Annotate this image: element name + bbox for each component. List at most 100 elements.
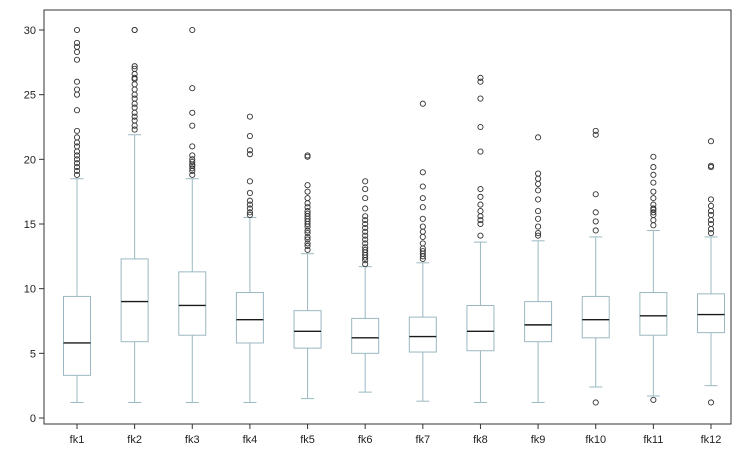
- outlier-point: [131, 95, 138, 102]
- outlier-point: [131, 86, 138, 93]
- outlier-point: [189, 156, 196, 163]
- x-tick-label-fk1: fk1: [70, 434, 85, 446]
- outlier-point: [246, 147, 253, 154]
- outlier-point: [419, 195, 426, 202]
- outlier-point: [650, 201, 657, 208]
- outlier-point: [707, 220, 715, 228]
- outlier-point: [535, 208, 542, 215]
- outlier-point: [189, 85, 196, 92]
- outlier-point: [131, 117, 138, 124]
- outlier-point: [304, 200, 311, 207]
- outlier-point: [477, 232, 484, 239]
- x-axis: fk1 fk2 fk3 fk4 fk5 fk6 fk7 fk8 fk9 fk10 fk11 fk12: [70, 424, 722, 446]
- box-iqr: [581, 295, 610, 339]
- outlier-point: [419, 100, 426, 107]
- outlier-point: [304, 230, 311, 237]
- outlier-point: [131, 26, 138, 34]
- x-tick-label-fk7: fk7: [415, 434, 430, 446]
- box-fk7: [408, 100, 437, 402]
- outlier-point: [304, 240, 311, 247]
- outlier-point: [73, 86, 81, 93]
- outlier-point: [131, 91, 138, 98]
- plot-frame: [43, 9, 732, 425]
- outlier-point: [362, 228, 369, 235]
- outlier-point: [477, 220, 484, 228]
- outlier-point: [535, 232, 542, 239]
- outlier-point: [592, 209, 599, 216]
- x-tick-label-fk10: fk10: [585, 434, 606, 446]
- outlier-point: [362, 220, 369, 228]
- outlier-point: [362, 261, 369, 268]
- outlier-point: [73, 43, 81, 50]
- outlier-point: [535, 187, 542, 194]
- outlier-point: [535, 134, 542, 141]
- outlier-point: [419, 248, 426, 255]
- outlier-point: [246, 189, 253, 197]
- outlier-point: [362, 217, 369, 224]
- outlier-point: [477, 186, 484, 193]
- box-series: [63, 26, 725, 406]
- outlier-point: [131, 126, 138, 133]
- outlier-point: [535, 223, 542, 230]
- x-tick-label-fk6: fk6: [358, 434, 373, 446]
- outlier-point: [131, 65, 138, 72]
- outlier-point: [73, 148, 81, 155]
- outlier-point: [131, 81, 138, 88]
- outlier-point: [362, 244, 369, 251]
- outlier-point: [131, 122, 138, 129]
- outlier-point: [246, 113, 253, 120]
- outlier-point: [650, 171, 657, 178]
- outlier-point: [304, 246, 311, 253]
- outlier-point: [73, 143, 81, 150]
- x-tick-label-fk2: fk2: [127, 434, 142, 446]
- box-iqr: [120, 258, 149, 343]
- outlier-point: [707, 208, 715, 215]
- outlier-point: [362, 195, 369, 202]
- box-iqr: [178, 271, 207, 336]
- x-tick-label-fk12: fk12: [701, 434, 722, 446]
- y-tick-label: 20: [24, 154, 36, 166]
- outlier-point: [592, 218, 599, 225]
- y-axis: 0 5 10 15 20 25 30: [24, 25, 44, 425]
- outlier-point: [419, 240, 426, 247]
- outlier-point: [535, 215, 542, 222]
- outlier-point: [73, 107, 81, 114]
- outlier-point: [419, 223, 426, 230]
- outlier-point: [73, 56, 81, 63]
- outlier-point: [189, 171, 196, 178]
- outlier-point: [362, 232, 369, 239]
- outlier-point: [73, 160, 81, 167]
- outlier-point: [419, 204, 426, 211]
- outlier-point: [477, 217, 484, 224]
- outlier-point: [304, 210, 311, 217]
- outlier-point: [535, 175, 542, 182]
- box-iqr: [466, 304, 495, 352]
- outlier-point: [304, 236, 311, 243]
- box-fk4: [235, 113, 264, 403]
- outlier-point: [362, 224, 369, 231]
- outlier-point: [535, 180, 542, 187]
- outlier-point: [650, 195, 657, 202]
- outlier-point: [650, 217, 657, 224]
- outlier-point: [73, 152, 81, 159]
- outlier-point: [650, 205, 657, 212]
- box-iqr: [524, 301, 553, 343]
- outlier-point: [362, 240, 369, 247]
- outlier-point: [535, 196, 542, 203]
- outlier-point: [419, 169, 426, 176]
- outlier-point: [73, 156, 81, 163]
- outlier-point: [477, 208, 484, 215]
- outlier-point: [304, 242, 311, 250]
- outlier-point: [246, 197, 253, 204]
- outlier-point: [477, 95, 484, 102]
- outlier-point: [650, 164, 657, 171]
- x-tick-label-fk4: fk4: [243, 434, 258, 446]
- outlier-point: [304, 152, 311, 159]
- outlier-point: [304, 195, 311, 202]
- outlier-point: [304, 208, 311, 215]
- outlier-point: [73, 167, 81, 175]
- outlier-point: [73, 26, 81, 34]
- outlier-point: [650, 179, 657, 186]
- outlier-point: [419, 183, 426, 190]
- outlier-point: [73, 171, 81, 178]
